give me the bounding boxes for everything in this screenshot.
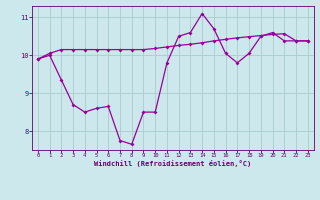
X-axis label: Windchill (Refroidissement éolien,°C): Windchill (Refroidissement éolien,°C) bbox=[94, 160, 252, 167]
